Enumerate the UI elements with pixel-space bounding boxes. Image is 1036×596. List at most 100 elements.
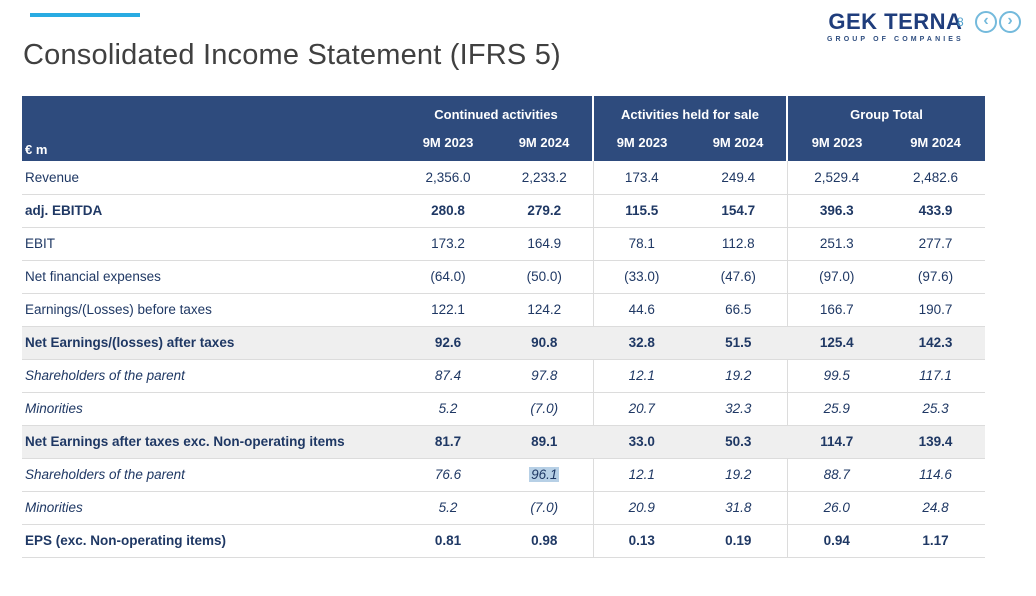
cell: (97.0): [786, 260, 886, 294]
cell: 164.9: [496, 227, 593, 261]
cell: 2,529.4: [786, 161, 886, 195]
period-header: 9M 2023: [592, 127, 690, 161]
chevron-left-icon: ‹: [983, 12, 989, 29]
cell: (47.6): [690, 260, 787, 294]
cell: 279.2: [496, 194, 593, 228]
cell: 280.8: [400, 194, 496, 228]
table-row-net-financial-expenses: Net financial expenses (64.0) (50.0) (33…: [22, 260, 986, 294]
cell: 20.9: [592, 491, 690, 525]
group-header-held-for-sale: Activities held for sale: [592, 96, 787, 127]
cell: 33.0: [592, 425, 690, 459]
table-row-eps: EPS (exc. Non-operating items) 0.81 0.98…: [22, 524, 986, 558]
cell: 2,482.6: [886, 161, 986, 195]
row-label: Net Earnings after taxes exc. Non-operat…: [22, 425, 400, 459]
cell: 44.6: [592, 293, 690, 327]
row-label: Revenue: [22, 161, 400, 195]
group-header-row: Continued activities Activities held for…: [22, 96, 986, 127]
table-row-shareholders-of-parent-2: Shareholders of the parent 76.6 96.1 12.…: [22, 458, 986, 492]
cell: 154.7: [690, 194, 787, 228]
group-header-group-total: Group Total: [785, 96, 986, 127]
table-row-ebit: EBIT 173.2 164.9 78.1 112.8 251.3 277.7: [22, 227, 986, 261]
cell: 78.1: [592, 227, 690, 261]
prev-slide-button[interactable]: ‹: [975, 11, 997, 33]
row-label: Net Earnings/(losses) after taxes: [22, 326, 400, 360]
cell: 249.4: [690, 161, 787, 195]
cell: 5.2: [400, 491, 496, 525]
row-label: Earnings/(Losses) before taxes: [22, 293, 400, 327]
cell: 51.5: [690, 326, 787, 360]
cell: 166.7: [786, 293, 886, 327]
group-header-continued: Continued activities: [400, 96, 593, 127]
table-row-minorities: Minorities 5.2 (7.0) 20.7 32.3 25.9 25.3: [22, 392, 986, 426]
cell: 66.5: [690, 293, 787, 327]
cell: 115.5: [592, 194, 690, 228]
cell: 87.4: [400, 359, 496, 393]
cell: 2,233.2: [496, 161, 593, 195]
period-header: 9M 2023: [400, 127, 496, 161]
cell: 92.6: [400, 326, 496, 360]
cell: 0.98: [496, 524, 593, 558]
cell: 96.1: [496, 458, 593, 492]
cell: 50.3: [690, 425, 787, 459]
row-label: EPS (exc. Non-operating items): [22, 524, 400, 558]
page-title: Consolidated Income Statement (IFRS 5): [23, 39, 561, 71]
table-row-revenue: Revenue 2,356.0 2,233.2 173.4 249.4 2,52…: [22, 161, 986, 195]
cell: 251.3: [786, 227, 886, 261]
cell: 433.9: [886, 194, 986, 228]
cell: 122.1: [400, 293, 496, 327]
row-label: Shareholders of the parent: [22, 359, 400, 393]
cell: 117.1: [886, 359, 986, 393]
cell: 139.4: [886, 425, 986, 459]
cell: 0.19: [690, 524, 787, 558]
cell: (50.0): [496, 260, 593, 294]
page-number: 8: [957, 15, 964, 29]
cell: 114.6: [886, 458, 986, 492]
row-label: Shareholders of the parent: [22, 458, 400, 492]
unit-label: € m: [22, 127, 400, 161]
cell: 24.8: [886, 491, 986, 525]
cell: 125.4: [786, 326, 886, 360]
table-row-adj-ebitda: adj. EBITDA 280.8 279.2 115.5 154.7 396.…: [22, 194, 986, 228]
cell: 25.3: [886, 392, 986, 426]
cell: 89.1: [496, 425, 593, 459]
income-statement-table: Continued activities Activities held for…: [22, 96, 986, 558]
table-row-net-earnings-exc-non-operating: Net Earnings after taxes exc. Non-operat…: [22, 425, 986, 459]
cell: 1.17: [886, 524, 986, 558]
cell: 2,356.0: [400, 161, 496, 195]
period-header: 9M 2024: [886, 127, 986, 161]
cell: 124.2: [496, 293, 593, 327]
cell: 142.3: [886, 326, 986, 360]
brand-subtitle: GROUP OF COMPANIES: [827, 36, 964, 43]
cell: 112.8: [690, 227, 787, 261]
cell: (33.0): [592, 260, 690, 294]
brand-logo: GEK TERNA GROUP OF COMPANIES: [827, 9, 964, 44]
cell: 19.2: [690, 359, 787, 393]
cell: (7.0): [496, 491, 593, 525]
row-label: Minorities: [22, 491, 400, 525]
next-slide-button[interactable]: ›: [999, 11, 1021, 33]
cell: 99.5: [786, 359, 886, 393]
cell: 88.7: [786, 458, 886, 492]
cell: 5.2: [400, 392, 496, 426]
cell: 173.2: [400, 227, 496, 261]
cell: 396.3: [786, 194, 886, 228]
group-header-spacer: [22, 96, 400, 127]
row-label: Minorities: [22, 392, 400, 426]
cell: (7.0): [496, 392, 593, 426]
cell: (97.6): [886, 260, 986, 294]
highlighted-value: 96.1: [529, 467, 560, 482]
cell: 19.2: [690, 458, 787, 492]
cell: 97.8: [496, 359, 593, 393]
cell: 12.1: [592, 458, 690, 492]
cell: 114.7: [786, 425, 886, 459]
cell: 76.6: [400, 458, 496, 492]
brand-name: GEK TERNA: [828, 9, 963, 34]
cell: 190.7: [886, 293, 986, 327]
cell: 0.81: [400, 524, 496, 558]
row-label: adj. EBITDA: [22, 194, 400, 228]
cell: 0.13: [592, 524, 690, 558]
period-header: 9M 2024: [690, 127, 787, 161]
cell: 26.0: [786, 491, 886, 525]
period-header: 9M 2023: [786, 127, 886, 161]
table-row-earnings-before-taxes: Earnings/(Losses) before taxes 122.1 124…: [22, 293, 986, 327]
